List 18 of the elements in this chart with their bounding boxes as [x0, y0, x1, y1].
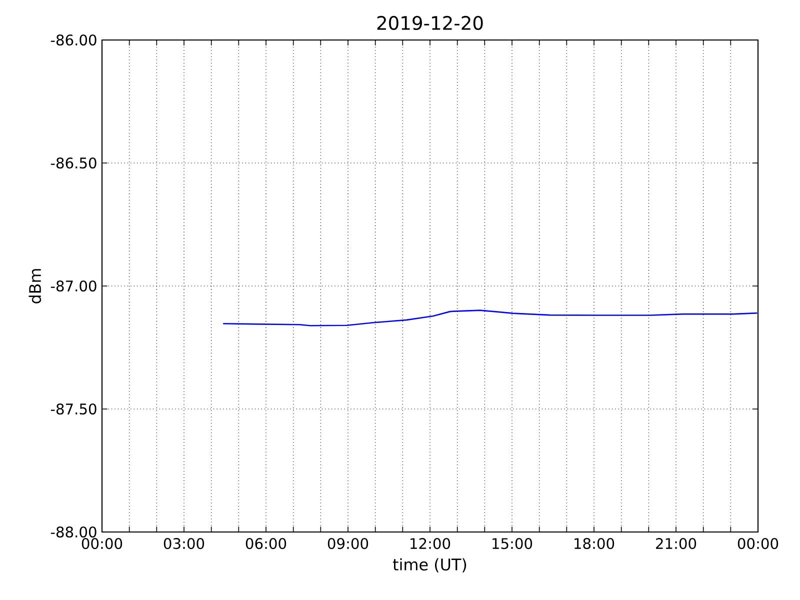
y-tick-label: -88.00 — [50, 526, 96, 538]
x-tick-label: 12:00 — [410, 538, 450, 550]
y-tick-label: -86.50 — [50, 157, 96, 169]
x-tick-label: 18:00 — [574, 538, 614, 550]
y-axis-title: dBm — [28, 269, 42, 304]
x-tick-label: 15:00 — [492, 538, 532, 550]
chart-title: 2019-12-20 — [377, 16, 483, 30]
x-tick-label: 03:00 — [164, 538, 204, 550]
x-tick-label: 21:00 — [656, 538, 696, 550]
y-tick-label: -87.00 — [50, 280, 96, 292]
y-tick-label: -86.00 — [50, 34, 96, 46]
x-tick-label: 09:00 — [328, 538, 368, 550]
x-tick-label: 00:00 — [82, 538, 122, 550]
x-tick-label: 06:00 — [246, 538, 286, 550]
line-series — [222, 310, 758, 326]
y-tick-label: -87.50 — [50, 403, 96, 415]
x-axis-title: time (UT) — [392, 558, 466, 572]
x-tick-label: 00:00 — [738, 538, 778, 550]
